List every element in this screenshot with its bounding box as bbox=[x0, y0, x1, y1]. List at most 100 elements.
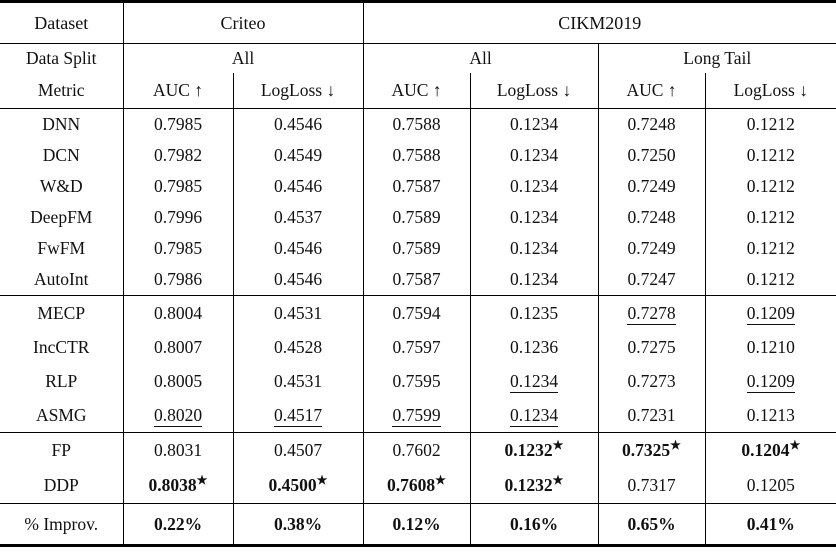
star-marker: ★ bbox=[316, 473, 328, 488]
method-label: IncCTR bbox=[33, 336, 90, 357]
value: 0.7273 bbox=[627, 370, 676, 391]
baseline-methods-section: MECP 0.8004 0.4531 0.7594 0.1235 0.7278 0.1209… bbox=[0, 295, 836, 433]
value: 0.1212 bbox=[746, 207, 795, 227]
metric-value-cell: 0.7589 bbox=[362, 202, 470, 233]
value: 0.4500 bbox=[268, 475, 317, 495]
table-row: DDP 0.8038★ 0.4500★ 0.7608★ 0.1232★ 0.7317 0.1… bbox=[0, 468, 836, 504]
metric-value-cell: 0.7248 bbox=[597, 108, 705, 140]
metric-value-cell: 0.7247 bbox=[597, 264, 705, 296]
metric-value-cell: 0.8038★ bbox=[122, 468, 233, 504]
metric-value-cell: 0.1205 bbox=[704, 468, 836, 504]
metric-value-cell: 0.1234 bbox=[469, 264, 598, 296]
method-label: RLP bbox=[45, 370, 78, 391]
metric-logloss-cikm-all: LogLoss ↓ bbox=[469, 73, 598, 109]
value: 0.7247 bbox=[627, 269, 676, 289]
metric-value-cell: 0.7588 bbox=[362, 108, 470, 140]
value: 0.1234 bbox=[509, 269, 559, 289]
metric-value-cell: 0.4500★ bbox=[232, 468, 363, 504]
underlined-value: 0.8020 bbox=[153, 404, 203, 427]
value: 0.7996 bbox=[153, 207, 203, 227]
split-all-cikm: All bbox=[362, 43, 598, 73]
table-row: DNN 0.7985 0.4546 0.7588 0.1234 0.7248 0.1212 bbox=[0, 108, 836, 140]
value: 0.7985 bbox=[153, 176, 203, 196]
value: 0.7597 bbox=[392, 336, 441, 357]
value: 0.65% bbox=[627, 513, 676, 534]
underlined-value: 0.4517 bbox=[273, 404, 323, 427]
metric-value-cell: 0.4531 bbox=[232, 295, 363, 330]
table-row: % Improv. 0.22% 0.38% 0.12% 0.16% 0.65% 0.41% bbox=[0, 503, 836, 546]
underlined-value: 0.1234 bbox=[509, 370, 559, 393]
value: 0.4507 bbox=[273, 440, 323, 460]
metric-value-cell: 0.7597 bbox=[362, 330, 470, 364]
metric-logloss-criteo-all: LogLoss ↓ bbox=[232, 73, 363, 109]
metric-value-cell: 0.1234 bbox=[469, 233, 598, 264]
metric-value-cell: 0.1212 bbox=[704, 171, 836, 202]
metric-value-cell: 0.4537 bbox=[232, 202, 363, 233]
value: 0.4546 bbox=[273, 238, 323, 258]
dataset-header-row: Dataset Criteo CIKM2019 bbox=[0, 1, 836, 44]
value: 0.7982 bbox=[153, 145, 203, 165]
value: 0.1234 bbox=[509, 145, 559, 165]
split-long-tail-cikm: Long Tail bbox=[597, 43, 836, 73]
star-marker: ★ bbox=[789, 438, 801, 453]
value: 0.8038 bbox=[148, 475, 197, 495]
metric-value-cell: 0.4517 bbox=[232, 398, 363, 433]
value: 0.7985 bbox=[153, 238, 203, 258]
value: 0.4528 bbox=[273, 336, 323, 357]
metric-value-cell: 0.7250 bbox=[597, 140, 705, 171]
value: 0.8005 bbox=[153, 370, 203, 391]
metric-value-cell: 0.4507 bbox=[232, 432, 363, 468]
value: 0.7587 bbox=[392, 269, 441, 289]
metric-value-cell: 0.1209 bbox=[704, 295, 836, 330]
metric-value-cell: 0.4549 bbox=[232, 140, 363, 171]
metric-value-cell: 0.1210 bbox=[704, 330, 836, 364]
metric-value-cell: 0.4546 bbox=[232, 171, 363, 202]
value: 0.7608 bbox=[387, 475, 436, 495]
metric-value-cell: 0.7589 bbox=[362, 233, 470, 264]
value: 0.1204 bbox=[741, 440, 790, 460]
proposed-methods-section: FP 0.8031 0.4507 0.7602 0.1232★ 0.7325★ 0.1204… bbox=[0, 432, 836, 504]
value: 0.7275 bbox=[627, 336, 676, 357]
dataset-label: Dataset bbox=[34, 12, 89, 33]
value: 0.4546 bbox=[273, 176, 323, 196]
metric-value-cell: 0.7595 bbox=[362, 364, 470, 398]
value: 0.1232 bbox=[504, 440, 553, 460]
metric-value-cell: 0.41% bbox=[704, 503, 836, 546]
metric-value-cell: 0.7273 bbox=[597, 364, 705, 398]
metric-value-cell: 0.8007 bbox=[122, 330, 233, 364]
metric-auc-criteo-all: AUC ↑ bbox=[122, 73, 233, 109]
metric-value-cell: 0.1212 bbox=[704, 140, 836, 171]
metric-value-cell: 0.7985 bbox=[122, 171, 233, 202]
metric-value-cell: 0.1234 bbox=[469, 171, 598, 202]
metric-label: Metric bbox=[37, 80, 85, 100]
metric-value-cell: 0.7594 bbox=[362, 295, 470, 330]
value: 0.1212 bbox=[746, 176, 795, 196]
value: 0.7594 bbox=[392, 302, 441, 323]
value: 0.1234 bbox=[509, 238, 559, 258]
star-marker: ★ bbox=[670, 438, 681, 453]
base-models-section: DNN 0.7985 0.4546 0.7588 0.1234 0.7248 0.1212 D… bbox=[0, 108, 836, 296]
improvement-section: % Improv. 0.22% 0.38% 0.12% 0.16% 0.65% 0.41% bbox=[0, 503, 836, 546]
method-label: DeepFM bbox=[30, 207, 93, 227]
value: 0.1234 bbox=[509, 207, 559, 227]
value: 0.7589 bbox=[392, 207, 441, 227]
metric-value-cell: 0.7602 bbox=[362, 432, 470, 468]
value: 0.7325 bbox=[622, 440, 671, 460]
method-label: AutoInt bbox=[34, 269, 89, 289]
metric-header-row: Metric AUC ↑ LogLoss ↓ AUC ↑ LogLoss ↓ A… bbox=[0, 73, 836, 109]
value: 0.7985 bbox=[153, 114, 203, 134]
value: 0.8007 bbox=[153, 336, 203, 357]
value: 0.7250 bbox=[627, 145, 676, 165]
table-row: MECP 0.8004 0.4531 0.7594 0.1235 0.7278 0.1209 bbox=[0, 295, 836, 330]
value: 0.4531 bbox=[273, 370, 323, 391]
metric-auc-cikm-all: AUC ↑ bbox=[362, 73, 470, 109]
metric-value-cell: 0.8020 bbox=[122, 398, 233, 433]
data-split-header-row: Data Split All All Long Tail bbox=[0, 43, 836, 73]
metric-value-cell: 0.1234 bbox=[469, 202, 598, 233]
method-label: W&D bbox=[39, 176, 83, 196]
value: 0.7602 bbox=[392, 440, 441, 460]
value: 0.7317 bbox=[627, 475, 676, 495]
metric-value-cell: 0.7248 bbox=[597, 202, 705, 233]
value: 0.7249 bbox=[627, 238, 676, 258]
metric-value-cell: 0.1236 bbox=[469, 330, 598, 364]
